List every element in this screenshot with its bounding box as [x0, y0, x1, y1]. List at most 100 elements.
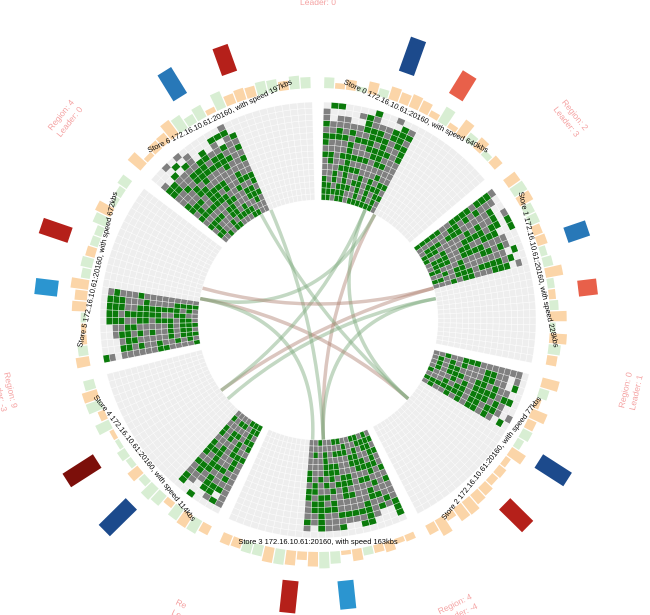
region-cell [149, 329, 157, 336]
region-cell [456, 317, 463, 324]
heat-cell [485, 473, 499, 486]
region-cell [312, 451, 319, 459]
region-cell [295, 468, 303, 477]
store-bar [577, 278, 598, 297]
region-cell [186, 331, 194, 338]
heat-cell [114, 438, 124, 450]
region-chord [321, 296, 437, 440]
region-cell [303, 512, 312, 520]
region-cell [341, 134, 350, 142]
region-cell [335, 127, 344, 135]
region-cell [328, 138, 336, 146]
region-chord [347, 208, 410, 401]
region-cell [313, 445, 319, 453]
region-cell [468, 323, 475, 330]
region-cell [339, 474, 347, 482]
region-cell [325, 193, 331, 201]
region-cell [136, 317, 144, 325]
region-cell [291, 499, 300, 507]
region-cell [332, 157, 340, 165]
region-cell [297, 114, 306, 122]
region-cell [312, 464, 319, 471]
region-cell [325, 525, 334, 532]
region-cell [297, 506, 306, 514]
region-cell [298, 175, 305, 184]
region-cell [317, 482, 325, 490]
region-cell [317, 488, 325, 496]
store-bar-rect [212, 43, 238, 77]
region-cell [455, 327, 463, 334]
region-cell [323, 114, 331, 121]
region-cell [321, 175, 328, 183]
region-cell [333, 462, 340, 471]
region-cell [119, 289, 128, 298]
store-bar-rect [62, 454, 102, 488]
region-cell [330, 114, 339, 122]
region-cell [137, 291, 146, 300]
region-cell [331, 518, 340, 526]
region-cell [455, 322, 463, 329]
region-cell [299, 481, 307, 489]
region-cell [449, 303, 457, 310]
store-bar [62, 454, 102, 488]
region-cell [143, 292, 152, 301]
region-cell [479, 334, 487, 342]
region-cell [173, 327, 181, 334]
region-cell [456, 312, 463, 319]
store-bar [279, 579, 299, 614]
region-cell [130, 323, 138, 331]
region-cell [307, 463, 314, 471]
region-cell [142, 317, 150, 325]
store-bar-rect [279, 579, 299, 614]
region-cell [155, 300, 163, 308]
region-cell [437, 309, 445, 315]
region-cell [486, 317, 494, 325]
region-cell [112, 317, 119, 325]
region-cell [317, 439, 323, 447]
region-cell [155, 306, 163, 313]
region-cell [302, 157, 309, 165]
heat-cell [109, 429, 119, 441]
region-cell [302, 457, 309, 465]
region-cell [522, 302, 530, 311]
region-cell [471, 345, 479, 353]
region-cell [527, 339, 536, 349]
region-cell [185, 313, 193, 319]
region-cell [118, 330, 126, 339]
heat-cell [219, 532, 233, 546]
region-cell [303, 518, 312, 526]
region-cell [299, 132, 308, 140]
region-cell [119, 337, 127, 346]
region-cell [443, 304, 451, 310]
region-cell [461, 333, 469, 340]
region-cell [336, 499, 345, 507]
region-cell [509, 296, 518, 305]
store-bar-rect [398, 36, 427, 77]
region-cell [173, 322, 181, 329]
region-cell [528, 301, 536, 310]
region-cell [292, 170, 300, 178]
region-cell [486, 311, 494, 318]
region-cell [311, 494, 319, 502]
region-cell [329, 126, 337, 134]
region-cell [336, 493, 344, 501]
store-bar [38, 217, 73, 243]
region-cell [462, 312, 469, 319]
region-cell [474, 317, 482, 324]
store-bar [398, 36, 427, 77]
region-cell [321, 181, 327, 189]
region-cell [490, 342, 498, 350]
region-cell [473, 334, 481, 341]
region-cell [299, 182, 306, 190]
region-cell [304, 107, 313, 115]
region-cell [331, 450, 338, 458]
region-cell [124, 323, 132, 332]
region-cell [459, 343, 467, 350]
region-cell [301, 151, 309, 159]
region-chord [199, 213, 377, 304]
region-cell [516, 331, 524, 340]
region-cell [191, 313, 199, 319]
region-cell [332, 163, 339, 171]
region-cell [490, 291, 499, 300]
region-cell [137, 298, 145, 306]
